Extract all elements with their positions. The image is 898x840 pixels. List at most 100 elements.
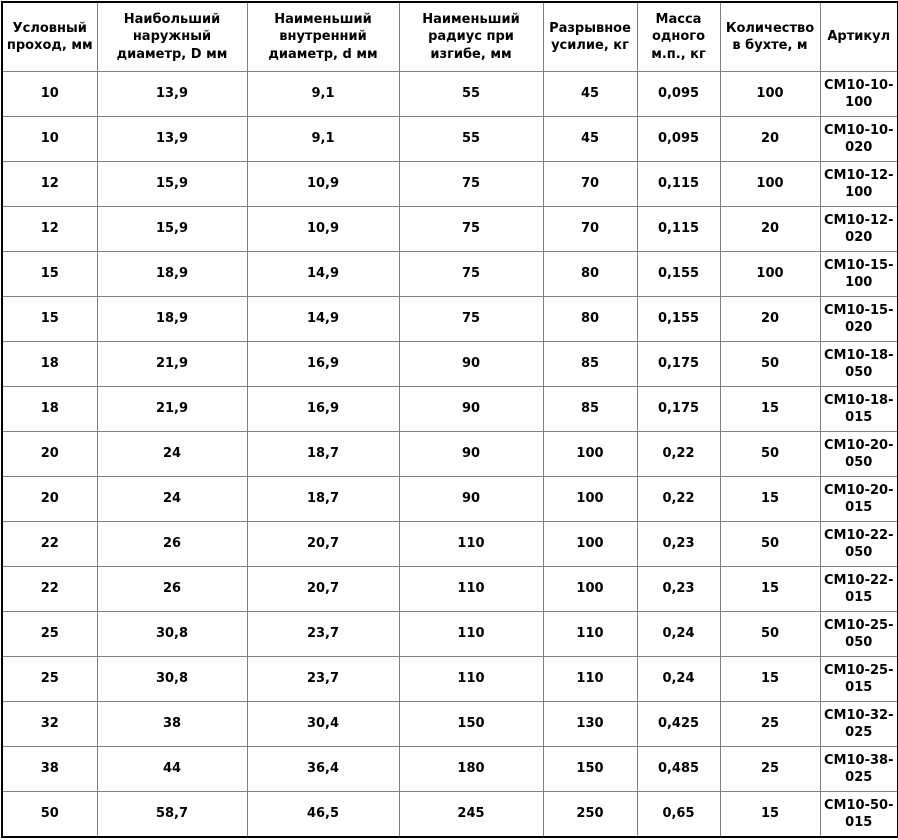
table-row: 38 44 36,4 180 150 0,485 25 СМ10-38-025 — [1, 746, 898, 792]
cell-coil-length: 15 — [719, 791, 821, 838]
cell-bore: 15 — [1, 296, 98, 342]
cell-outer-diameter: 30,8 — [96, 611, 248, 657]
cell-outer-diameter: 13,9 — [96, 71, 248, 117]
cell-breaking-force: 130 — [542, 701, 638, 747]
cell-mass-per-meter: 0,175 — [636, 386, 721, 432]
cell-outer-diameter: 44 — [96, 746, 248, 792]
cell-sku: СМ10-20-015 — [819, 476, 898, 522]
cell-sku: СМ10-25-015 — [819, 656, 898, 702]
table-row: 18 21,9 16,9 90 85 0,175 15 СМ10-18-015 — [1, 386, 898, 432]
cell-bend-radius: 245 — [398, 791, 544, 838]
cell-inner-diameter: 23,7 — [246, 656, 400, 702]
cell-inner-diameter: 18,7 — [246, 431, 400, 477]
cell-mass-per-meter: 0,24 — [636, 611, 721, 657]
cell-inner-diameter: 20,7 — [246, 521, 400, 567]
cell-bore: 50 — [1, 791, 98, 838]
cell-bore: 10 — [1, 71, 98, 117]
table-row: 12 15,9 10,9 75 70 0,115 100 СМ10-12-100 — [1, 161, 898, 207]
cell-inner-diameter: 14,9 — [246, 251, 400, 297]
cell-breaking-force: 100 — [542, 521, 638, 567]
cell-outer-diameter: 15,9 — [96, 161, 248, 207]
cell-bend-radius: 75 — [398, 296, 544, 342]
cell-coil-length: 15 — [719, 656, 821, 702]
cell-sku: СМ10-15-020 — [819, 296, 898, 342]
cell-breaking-force: 110 — [542, 656, 638, 702]
cell-bend-radius: 90 — [398, 476, 544, 522]
cell-coil-length: 100 — [719, 251, 821, 297]
cell-outer-diameter: 38 — [96, 701, 248, 747]
cell-breaking-force: 45 — [542, 71, 638, 117]
cell-sku: СМ10-20-050 — [819, 431, 898, 477]
cell-bend-radius: 150 — [398, 701, 544, 747]
cell-bend-radius: 75 — [398, 251, 544, 297]
cell-coil-length: 50 — [719, 611, 821, 657]
cell-breaking-force: 100 — [542, 431, 638, 477]
cell-bend-radius: 90 — [398, 341, 544, 387]
cell-sku: СМ10-50-015 — [819, 791, 898, 838]
cell-breaking-force: 45 — [542, 116, 638, 162]
table-row: 25 30,8 23,7 110 110 0,24 15 СМ10-25-015 — [1, 656, 898, 702]
table-row: 32 38 30,4 150 130 0,425 25 СМ10-32-025 — [1, 701, 898, 747]
cell-mass-per-meter: 0,23 — [636, 566, 721, 612]
cell-coil-length: 25 — [719, 701, 821, 747]
table-head: Условный проход, мм Наибольший наружный д… — [1, 1, 898, 72]
table-row: 18 21,9 16,9 90 85 0,175 50 СМ10-18-050 — [1, 341, 898, 387]
cell-sku: СМ10-22-015 — [819, 566, 898, 612]
cell-coil-length: 15 — [719, 386, 821, 432]
cell-inner-diameter: 10,9 — [246, 206, 400, 252]
cell-mass-per-meter: 0,095 — [636, 116, 721, 162]
cell-bend-radius: 75 — [398, 206, 544, 252]
table-row: 50 58,7 46,5 245 250 0,65 15 СМ10-50-015 — [1, 791, 898, 838]
cell-coil-length: 20 — [719, 206, 821, 252]
table-row: 20 24 18,7 90 100 0,22 50 СМ10-20-050 — [1, 431, 898, 477]
cell-bend-radius: 90 — [398, 431, 544, 477]
cell-bend-radius: 110 — [398, 656, 544, 702]
column-header-inner-diameter: Наименьший внутренний диаметр, d мм — [246, 1, 400, 72]
cell-breaking-force: 70 — [542, 206, 638, 252]
cell-bend-radius: 90 — [398, 386, 544, 432]
cell-outer-diameter: 21,9 — [96, 386, 248, 432]
cell-coil-length: 100 — [719, 71, 821, 117]
cell-mass-per-meter: 0,22 — [636, 431, 721, 477]
cell-sku: СМ10-25-050 — [819, 611, 898, 657]
cell-bore: 12 — [1, 161, 98, 207]
cell-outer-diameter: 26 — [96, 521, 248, 567]
cell-bore: 38 — [1, 746, 98, 792]
cell-inner-diameter: 18,7 — [246, 476, 400, 522]
cell-inner-diameter: 30,4 — [246, 701, 400, 747]
cell-outer-diameter: 18,9 — [96, 251, 248, 297]
cell-breaking-force: 85 — [542, 386, 638, 432]
cell-breaking-force: 70 — [542, 161, 638, 207]
cell-coil-length: 50 — [719, 521, 821, 567]
cell-bore: 22 — [1, 521, 98, 567]
column-header-sku: Артикул — [819, 1, 898, 72]
table-row: 12 15,9 10,9 75 70 0,115 20 СМ10-12-020 — [1, 206, 898, 252]
cell-coil-length: 15 — [719, 566, 821, 612]
cell-mass-per-meter: 0,65 — [636, 791, 721, 838]
cell-outer-diameter: 24 — [96, 476, 248, 522]
cell-mass-per-meter: 0,485 — [636, 746, 721, 792]
column-header-bore: Условный проход, мм — [1, 1, 98, 72]
cell-breaking-force: 85 — [542, 341, 638, 387]
cell-bend-radius: 110 — [398, 611, 544, 657]
table-row: 22 26 20,7 110 100 0,23 50 СМ10-22-050 — [1, 521, 898, 567]
cell-coil-length: 50 — [719, 431, 821, 477]
cell-breaking-force: 100 — [542, 476, 638, 522]
table-body: 10 13,9 9,1 55 45 0,095 100 СМ10-10-100 10 13,9 9,… — [1, 71, 898, 838]
cell-outer-diameter: 13,9 — [96, 116, 248, 162]
column-header-mass-per-meter: Масса одного м.п., кг — [636, 1, 721, 72]
cell-bore: 20 — [1, 476, 98, 522]
cell-bore: 20 — [1, 431, 98, 477]
table-row: 10 13,9 9,1 55 45 0,095 100 СМ10-10-100 — [1, 71, 898, 117]
cell-mass-per-meter: 0,175 — [636, 341, 721, 387]
table-row: 15 18,9 14,9 75 80 0,155 20 СМ10-15-020 — [1, 296, 898, 342]
cell-mass-per-meter: 0,115 — [636, 206, 721, 252]
cell-sku: СМ10-22-050 — [819, 521, 898, 567]
cell-sku: СМ10-38-025 — [819, 746, 898, 792]
cell-inner-diameter: 16,9 — [246, 341, 400, 387]
cell-bore: 10 — [1, 116, 98, 162]
cell-bore: 12 — [1, 206, 98, 252]
cell-sku: СМ10-12-020 — [819, 206, 898, 252]
cell-coil-length: 50 — [719, 341, 821, 387]
